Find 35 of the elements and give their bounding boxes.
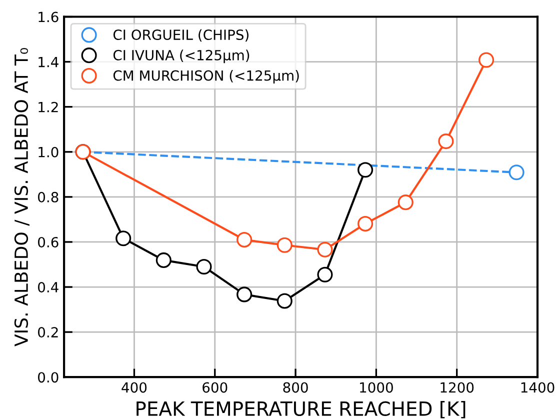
point bbox=[358, 162, 374, 178]
y-tick-label: 0.8 bbox=[38, 192, 58, 202]
point bbox=[478, 52, 494, 68]
y-tick-label: 0.0 bbox=[38, 372, 58, 383]
point bbox=[156, 252, 172, 268]
x-tick-label: 600 bbox=[202, 382, 228, 393]
y-tick-label: 0.2 bbox=[38, 327, 58, 338]
x-tick-label: 1000 bbox=[360, 382, 393, 393]
x-tick-label: 1200 bbox=[440, 382, 474, 393]
y-tick-label: 1.2 bbox=[38, 102, 58, 112]
x-tick-label: 400 bbox=[122, 382, 147, 393]
y-tick-label: 1.4 bbox=[38, 56, 58, 68]
y-tick-label: 0.6 bbox=[38, 236, 58, 248]
legend-label: CI IVUNA (<125μm) bbox=[113, 50, 250, 64]
legend-label: CM MURCHISON (<125μm) bbox=[113, 70, 299, 84]
x-tick-label: 800 bbox=[283, 382, 308, 393]
y-tick-label: 1.6 bbox=[38, 12, 58, 22]
point bbox=[236, 232, 252, 248]
point bbox=[508, 164, 524, 180]
x-axis-title: PEAK TEMPERATURE REACHED [K] bbox=[136, 400, 466, 418]
y-axis-title: VIS. ALBEDO / VIS. ALBEDO AT T₀ bbox=[14, 48, 30, 346]
legend-label: CI ORGUEIL (CHIPS) bbox=[113, 29, 248, 42]
point bbox=[236, 286, 252, 302]
point bbox=[196, 258, 212, 275]
point bbox=[317, 266, 333, 282]
point bbox=[398, 194, 414, 210]
point bbox=[276, 237, 292, 253]
point bbox=[317, 242, 333, 258]
point bbox=[438, 134, 454, 150]
x-tick-label: 1400 bbox=[521, 382, 554, 393]
point bbox=[358, 216, 374, 232]
point bbox=[276, 293, 292, 309]
point bbox=[116, 230, 132, 246]
y-tick-label: 1.0 bbox=[38, 146, 58, 158]
y-tick-label: 0.4 bbox=[38, 282, 58, 292]
